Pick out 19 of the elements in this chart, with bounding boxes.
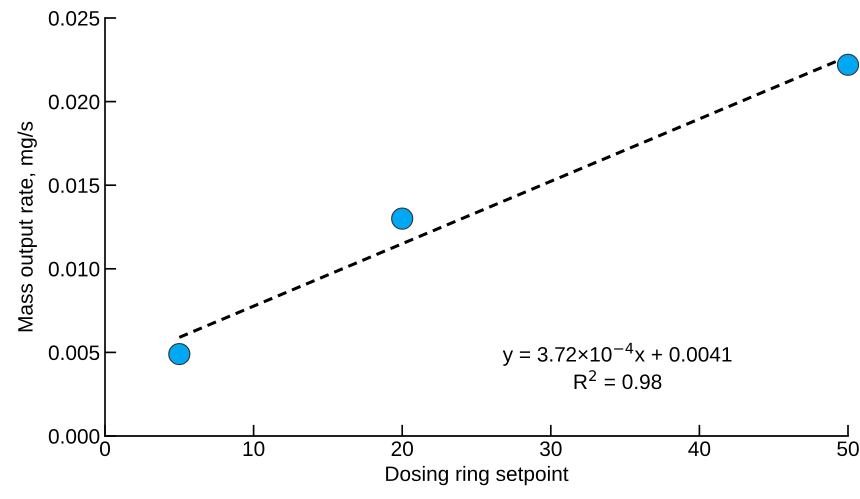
- annotation: y = 3.72×10$^{−4}$x + 0.0041: [502, 342, 732, 366]
- x-tick-label: 30: [540, 441, 562, 456]
- point: [836, 54, 860, 76]
- y-axis-title: Mass output rate, mg/s: [17, 122, 37, 332]
- annotation: R$^{2}$ = 0.98: [574, 370, 662, 390]
- x-axis-title: Dosing ring setpoint: [386, 466, 568, 486]
- x-tick-label: 40: [688, 441, 710, 456]
- x-tick-label: 10: [244, 441, 264, 456]
- x-tick-label: 50: [837, 441, 859, 456]
- x-tick-label: 20: [392, 441, 413, 456]
- y-tick-label: 0.025: [48, 11, 100, 26]
- y-tick-label: 0.015: [48, 178, 100, 193]
- x-tick-label: 0: [100, 441, 110, 456]
- y-tick-label: 0.010: [48, 262, 100, 277]
- y-tick-label: 0.000: [48, 429, 100, 444]
- point: [391, 208, 414, 230]
- y-tick-label: 0.005: [48, 345, 100, 360]
- y-tick-label: 0.020: [48, 94, 100, 110]
- point: [168, 342, 190, 366]
